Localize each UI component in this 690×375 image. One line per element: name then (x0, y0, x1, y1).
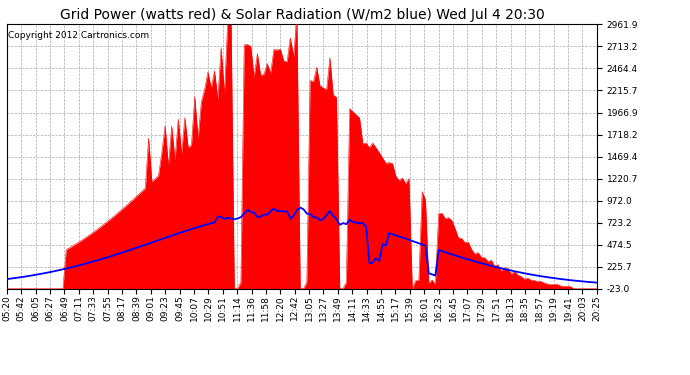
Title: Grid Power (watts red) & Solar Radiation (W/m2 blue) Wed Jul 4 20:30: Grid Power (watts red) & Solar Radiation… (59, 8, 544, 22)
Text: Copyright 2012 Cartronics.com: Copyright 2012 Cartronics.com (8, 31, 149, 40)
